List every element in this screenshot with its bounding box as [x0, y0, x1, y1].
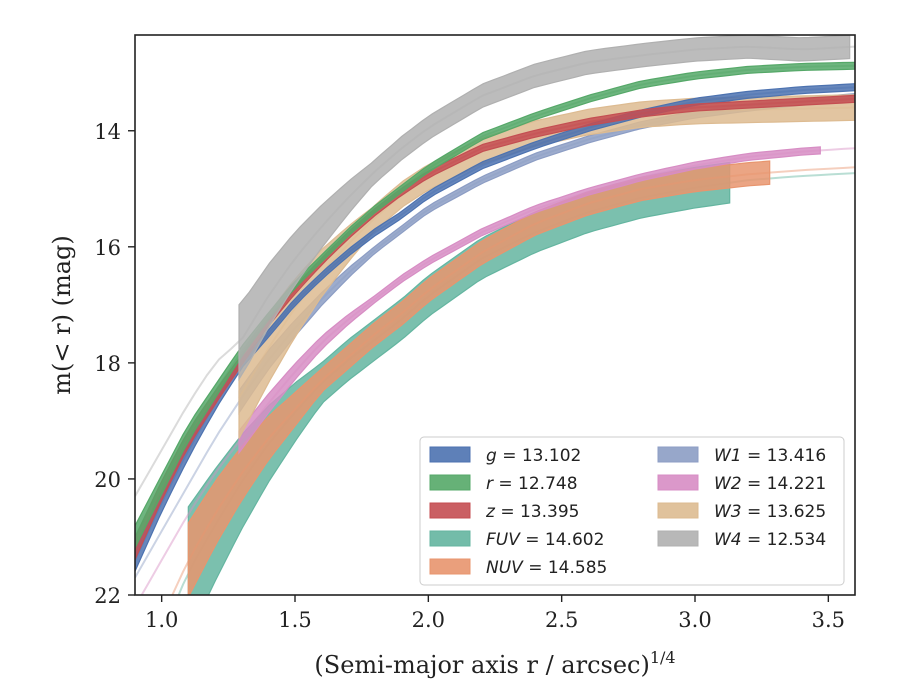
legend-swatch-r	[429, 474, 471, 491]
legend-label-nuv: NUV = 14.585	[486, 558, 607, 578]
x-tick-label: 1.0	[145, 608, 178, 632]
x-tick-label: 2.0	[412, 608, 445, 632]
y-axis-title: m(< r) (mag)	[48, 235, 76, 394]
legend-swatch-z	[429, 502, 471, 519]
y-tick-label: 20	[94, 468, 121, 492]
legend-label-w2: W2 = 14.221	[714, 474, 826, 494]
x-tick-label: 2.5	[545, 608, 578, 632]
series-fuv-band	[187, 161, 731, 595]
legend-swatch-w2	[657, 474, 699, 491]
series-w2-band	[238, 146, 821, 455]
legend-swatch-w3	[657, 502, 699, 519]
legend-label-w4: W4 = 12.534	[714, 530, 826, 550]
x-tick-label: 1.5	[278, 608, 311, 632]
y-tick-label: 14	[94, 120, 121, 144]
legend-swatch-nuv	[429, 558, 471, 575]
legend-label-z: z = 13.395	[485, 502, 579, 522]
ticks-layer: 1.0 1.5 2.0 2.5 3.0 3.5 14 16 18 20 22	[94, 120, 845, 632]
legend: g = 13.102 r = 12.748 z = 13.395 FUV = 14.6…	[419, 436, 845, 586]
legend-swatch-w1	[657, 446, 699, 463]
series-w1-band	[238, 92, 855, 415]
legend-label-g: g = 13.102	[486, 446, 581, 466]
y-tick-label: 18	[94, 352, 121, 376]
legend-swatch-fuv	[429, 530, 471, 547]
x-axis-title-superscript: 1/4	[650, 648, 676, 667]
x-axis-title: (Semi-major axis r / arcsec)1/4	[314, 648, 675, 679]
legend-frame	[419, 436, 845, 586]
legend-label-fuv: FUV = 14.602	[486, 530, 604, 550]
legend-label-r: r = 12.748	[486, 474, 578, 494]
legend-swatch-g	[429, 446, 471, 463]
plot-frame	[134, 34, 856, 596]
x-tick-label: 3.5	[812, 608, 845, 632]
x-axis-title-main: (Semi-major axis r / arcsec)	[314, 651, 649, 679]
legend-label-w1: W1 = 13.416	[714, 446, 826, 466]
series-w4-band	[238, 35, 851, 382]
x-tick-label: 3.0	[678, 608, 711, 632]
legend-swatch-w4	[657, 530, 699, 547]
y-tick-label: 22	[94, 584, 121, 608]
series-layer	[135, 35, 855, 595]
series-nuv-band	[187, 160, 771, 595]
series-g-band	[135, 83, 855, 572]
legend-label-w3: W3 = 13.625	[714, 502, 826, 522]
y-tick-label: 16	[94, 236, 121, 260]
